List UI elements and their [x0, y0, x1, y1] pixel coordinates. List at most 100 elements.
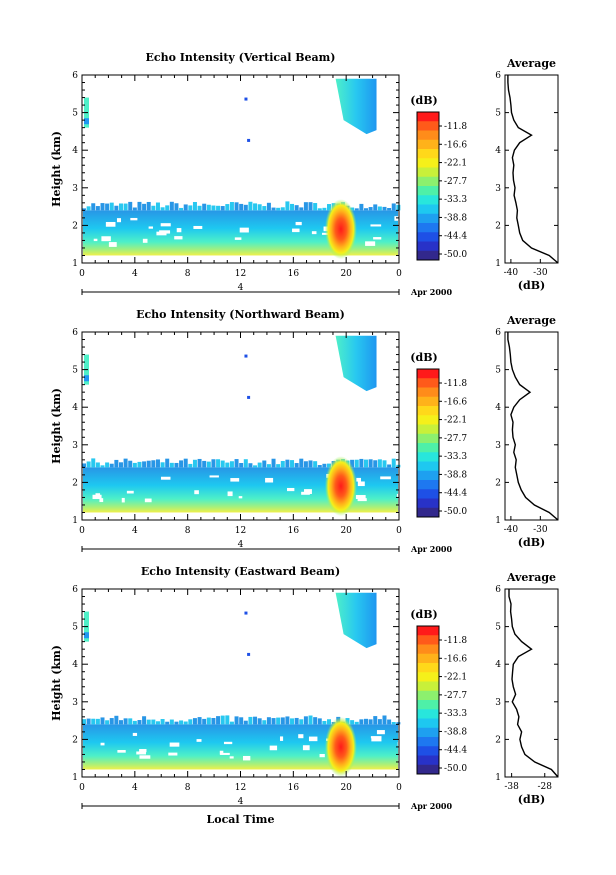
colorbar-swatch	[417, 158, 439, 168]
data-gap	[355, 495, 366, 500]
echo-cell	[123, 718, 128, 725]
colorbar-label: -33.3	[444, 709, 467, 719]
colorbar-swatch	[417, 480, 439, 490]
echo-cell	[105, 462, 110, 468]
echo-cell	[183, 204, 188, 211]
x-tick-label: 12	[235, 526, 246, 536]
colorbar-swatch	[417, 663, 439, 673]
data-gap	[93, 238, 98, 242]
echo-cell	[114, 459, 119, 468]
date-marker: 4	[238, 283, 244, 293]
echo-cell	[165, 205, 170, 211]
y-axis-label: Height (km)	[50, 645, 63, 721]
average-profile-panel: Average 1 2 3 4 5 6 -40 -30(dB)	[495, 57, 559, 292]
colorbar-label: -38.8	[444, 727, 467, 737]
colorbar-label: -50.0	[444, 507, 467, 517]
echo-cell	[317, 208, 322, 211]
x-tick-label: 0	[79, 783, 85, 793]
colorbar-swatch	[417, 406, 439, 416]
data-gap	[160, 223, 171, 227]
x-tick-label: 8	[185, 526, 191, 536]
profile-frame	[504, 331, 559, 521]
echo-cell	[308, 202, 313, 211]
colorbar-label: -16.6	[444, 140, 467, 150]
echo-cell	[142, 716, 147, 725]
echo-cell	[188, 719, 193, 725]
echo-cell	[220, 715, 225, 725]
echo-cell	[229, 721, 234, 725]
colorbar-swatch	[417, 653, 439, 664]
colorbar-label: -50.0	[444, 764, 467, 774]
colorbar-swatch	[417, 112, 439, 122]
profile-y-tick-label: 4	[495, 403, 501, 413]
colorbar-label: -11.8	[444, 379, 467, 389]
data-gap	[132, 732, 138, 736]
data-gap	[130, 217, 138, 221]
y-tick-label: 5	[72, 109, 78, 119]
echo-cell	[262, 460, 267, 468]
echo-cell	[313, 461, 318, 468]
data-gap	[279, 736, 284, 741]
y-tick-label: 6	[72, 71, 78, 81]
profile-x-tick-label: -30	[533, 525, 548, 535]
panel-title: Echo Intensity (Eastward Beam)	[141, 565, 340, 578]
echo-cell	[262, 720, 267, 725]
data-gap	[292, 228, 300, 233]
data-gap	[100, 742, 105, 746]
colorbar-swatch	[417, 690, 439, 701]
echo-cell	[142, 461, 147, 468]
colorbar-swatch	[417, 424, 439, 435]
echo-cell	[95, 462, 100, 468]
echo-cell	[368, 719, 373, 725]
echo-cell	[363, 208, 368, 211]
echo-cell	[86, 461, 91, 468]
colorbar-swatch	[417, 204, 439, 215]
x-tick-label: 20	[340, 269, 352, 279]
x-tick-label: 16	[288, 526, 300, 536]
echo-cell	[100, 203, 105, 211]
echo-cell	[160, 462, 165, 468]
echo-cell	[382, 715, 387, 725]
x-tick-label: 4	[132, 269, 138, 279]
colorbar-swatch	[417, 672, 439, 682]
echo-cell	[290, 460, 295, 468]
colorbar-swatch	[417, 396, 439, 407]
data-gap	[126, 490, 134, 494]
echo-cell	[220, 206, 225, 211]
data-gap	[287, 487, 295, 492]
echo-cell	[313, 203, 318, 211]
echo-cell	[391, 458, 396, 468]
data-gap	[373, 237, 382, 240]
average-profile-panel: Average 1 2 3 4 5 6 -38 -28(dB)	[495, 571, 559, 806]
x-tick-label: 0	[79, 526, 85, 536]
echo-cell	[132, 207, 137, 211]
echo-cell	[354, 459, 359, 468]
echo-panel-0: Echo Intensity (Vertical Beam)123456Heig…	[50, 51, 559, 297]
echo-cell	[188, 463, 193, 468]
echo-cell	[123, 458, 128, 468]
x-tick-label: 12	[235, 783, 246, 793]
colorbar-swatch	[417, 727, 439, 738]
echo-cell	[322, 207, 327, 211]
echo-cell	[220, 460, 225, 468]
x-tick-label: 20	[340, 783, 352, 793]
echo-cell	[82, 208, 86, 211]
profile-y-tick-label: 4	[495, 660, 501, 670]
colorbar-swatch	[417, 241, 439, 252]
echo-cell	[280, 717, 285, 725]
colorbar-swatch	[417, 700, 439, 710]
data-gap	[117, 750, 126, 753]
data-gap	[356, 477, 362, 482]
y-tick-label: 2	[72, 221, 78, 231]
data-gap	[92, 494, 102, 500]
echo-cell	[382, 460, 387, 468]
echo-cell	[165, 458, 170, 468]
echo-cell	[280, 460, 285, 468]
echo-cell	[285, 459, 290, 468]
profile-title: Average	[506, 571, 556, 584]
data-gap	[234, 237, 242, 240]
echo-cell	[303, 202, 308, 211]
data-gap	[193, 225, 203, 229]
heatmap-cells	[82, 592, 402, 777]
data-gap	[319, 754, 325, 758]
